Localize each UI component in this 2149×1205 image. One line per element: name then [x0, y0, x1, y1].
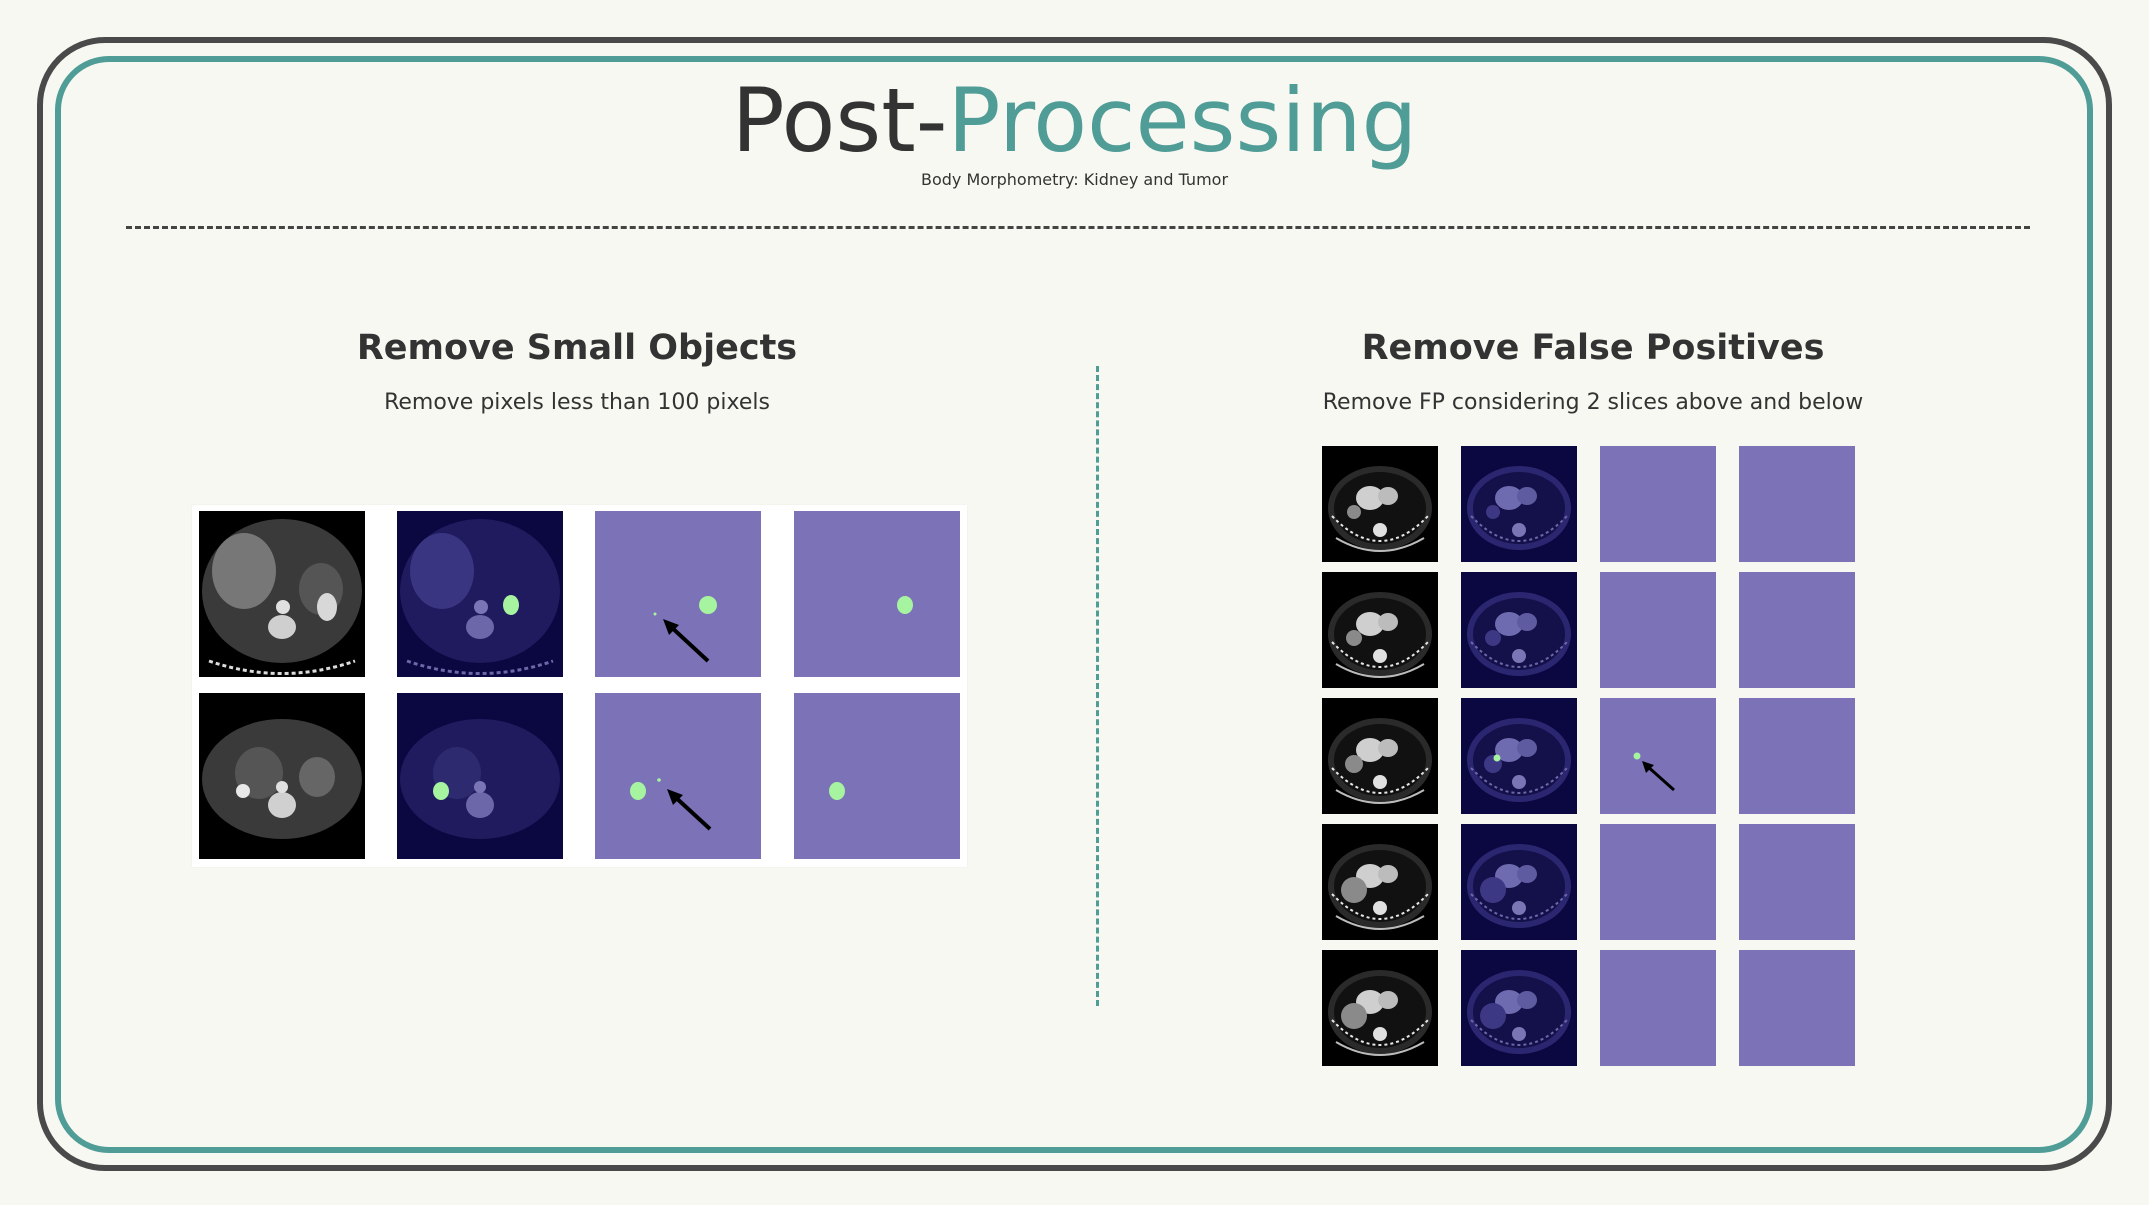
title-accent-part: Processing — [947, 69, 1418, 172]
fp-mask-before-row2 — [1600, 572, 1716, 688]
mask-before-row1 — [595, 511, 761, 677]
page-title: Post-Processing — [0, 66, 2149, 176]
fp-overlay-image-row2 — [1461, 572, 1577, 688]
fp-mask-before-row5 — [1600, 950, 1716, 1066]
overlay-image-row2 — [397, 693, 563, 859]
right-section-description: Remove FP considering 2 slices above and… — [1322, 390, 1864, 415]
arrow-pointer-icon — [1642, 761, 1675, 792]
fp-mask-after-row3 — [1739, 698, 1855, 814]
false-positive-figure — [1322, 446, 1866, 1066]
left-section-title: Remove Small Objects — [356, 328, 798, 368]
fp-overlay-image-row5 — [1461, 950, 1577, 1066]
right-section-title: Remove False Positives — [1361, 328, 1825, 368]
mask-after-row1 — [794, 511, 960, 677]
fp-overlay-image-row4 — [1461, 824, 1577, 940]
fp-mask-before-row4 — [1600, 824, 1716, 940]
fp-mask-before-row3 — [1600, 698, 1716, 814]
fp-mask-before-row1 — [1600, 446, 1716, 562]
fp-ct-image-row4 — [1322, 824, 1438, 940]
fp-overlay-image-row1 — [1461, 446, 1577, 562]
ct-image-row1 — [199, 511, 365, 677]
fp-ct-image-row1 — [1322, 446, 1438, 562]
left-section-description: Remove pixels less than 100 pixels — [384, 390, 770, 415]
mask-before-row2 — [595, 693, 761, 859]
fp-overlay-image-row3 — [1461, 698, 1577, 814]
inner-frame — [55, 56, 2093, 1153]
fp-mask-after-row4 — [1739, 824, 1855, 940]
section-divider — [1096, 366, 1099, 1006]
fp-mask-after-row2 — [1739, 572, 1855, 688]
page-subtitle: Body Morphometry: Kidney and Tumor — [920, 170, 1229, 189]
mask-after-row2 — [794, 693, 960, 859]
ct-image-row2 — [199, 693, 365, 859]
arrow-pointer-icon — [663, 619, 710, 663]
fp-ct-image-row3 — [1322, 698, 1438, 814]
fp-ct-image-row2 — [1322, 572, 1438, 688]
arrow-pointer-icon — [667, 789, 712, 831]
small-objects-figure — [192, 505, 967, 867]
fp-mask-after-row1 — [1739, 446, 1855, 562]
fp-ct-image-row5 — [1322, 950, 1438, 1066]
overlay-image-row1 — [397, 511, 563, 677]
outer-frame — [37, 37, 2112, 1171]
header-divider — [126, 226, 2030, 229]
title-dark-part: Post- — [731, 69, 948, 172]
fp-mask-after-row5 — [1739, 950, 1855, 1066]
